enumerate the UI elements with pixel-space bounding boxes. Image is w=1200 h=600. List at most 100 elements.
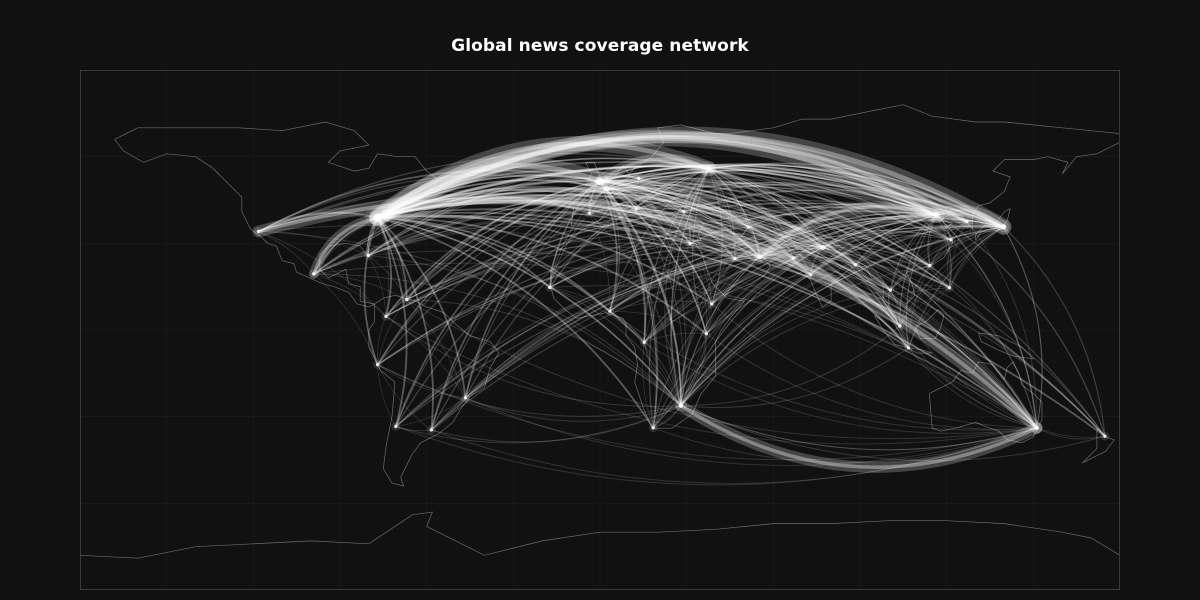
coverage-link: [759, 256, 901, 327]
regional-link: [908, 287, 950, 349]
coverage-link: [606, 188, 691, 244]
regional-link: [810, 274, 891, 291]
coverage-link: [643, 168, 710, 343]
coverage-link: [708, 168, 824, 248]
regional-link: [609, 310, 707, 335]
coverage-link: [708, 168, 856, 266]
regional-link: [890, 289, 909, 348]
regional-link: [385, 316, 466, 399]
regional-link: [822, 246, 931, 266]
coverage-link: [822, 246, 950, 289]
regional-link: [690, 241, 794, 259]
coverage-link: [598, 180, 618, 312]
coverage-link: [258, 174, 607, 233]
regional-link: [810, 261, 930, 276]
map-canvas[interactable]: [80, 70, 1120, 590]
regional-link: [549, 188, 608, 288]
coverage-link: [680, 257, 794, 406]
coverage-link: [377, 199, 891, 291]
coverage-link: [258, 197, 761, 258]
regional-link: [855, 214, 937, 265]
regional-link: [855, 221, 967, 265]
city-node: [373, 213, 382, 222]
coverage-link: [599, 180, 682, 406]
coverage-link: [465, 256, 760, 399]
coverage-link: [1036, 427, 1106, 440]
regional-link: [793, 257, 901, 327]
coverage-link: [606, 170, 937, 216]
coverage-link: [748, 225, 824, 248]
coverage-link: [708, 163, 968, 222]
coverage-link: [759, 212, 937, 258]
coverage-link: [377, 214, 713, 305]
coastline: [114, 121, 439, 308]
regional-link: [855, 264, 891, 291]
coverage-link: [609, 310, 682, 406]
coastline: [928, 361, 1043, 444]
coverage-link: [822, 246, 901, 327]
coverage-link: [599, 180, 685, 213]
coverage-link: [1003, 226, 1106, 437]
coverage-link: [589, 212, 1038, 429]
regional-link: [313, 255, 369, 275]
regional-link: [899, 226, 1004, 327]
coverage-link: [606, 188, 1038, 429]
coverage-link: [395, 426, 1037, 486]
regional-link: [708, 168, 749, 228]
regional-link: [890, 265, 931, 291]
coverage-link: [889, 289, 1037, 429]
coastline: [724, 141, 1120, 328]
coverage-link: [759, 212, 937, 258]
regional-link: [549, 208, 637, 288]
regional-link: [822, 214, 937, 248]
coverage-link: [588, 212, 682, 406]
regional-link: [683, 211, 713, 305]
regional-link: [689, 168, 709, 244]
coverage-link: [708, 168, 891, 291]
regional-link: [759, 254, 856, 266]
coverage-link: [638, 165, 709, 179]
coverage-link: [810, 247, 824, 275]
coverage-link: [609, 220, 1004, 312]
coverage-link: [599, 180, 856, 266]
coverage-link: [589, 182, 937, 216]
coverage-link: [376, 180, 600, 366]
coverage-link: [683, 168, 710, 212]
coverage-link: [377, 187, 749, 228]
coverage-link: [599, 163, 709, 182]
map-frame-border: [80, 70, 1120, 590]
regional-link: [377, 364, 397, 427]
coverage-link: [313, 185, 1004, 275]
world-map[interactable]: [80, 70, 1120, 590]
city-node: [933, 211, 940, 218]
regional-link: [609, 242, 691, 312]
regional-link: [589, 206, 684, 214]
coverage-link: [258, 224, 1038, 429]
coverage-link: [708, 168, 761, 258]
regional-link: [644, 332, 707, 343]
coverage-link: [759, 251, 856, 266]
city-node: [604, 186, 610, 192]
regional-link: [890, 239, 952, 291]
regional-link: [636, 207, 749, 228]
regional-link: [929, 226, 1004, 266]
coverage-link: [822, 246, 910, 349]
coverage-link: [406, 299, 1037, 440]
regional-link: [711, 226, 749, 305]
regional-link: [822, 247, 901, 327]
coverage-link: [638, 165, 937, 216]
coverage-link: [606, 188, 682, 406]
coverage-link: [377, 217, 682, 407]
regional-link: [810, 247, 824, 275]
city-node: [375, 363, 380, 367]
regional-link: [855, 264, 950, 289]
coverage-link: [377, 364, 682, 417]
coverage-link: [258, 230, 682, 407]
coverage-link: [376, 217, 434, 431]
coverage-link: [599, 180, 1038, 429]
coverage-link: [377, 201, 812, 276]
regional-link: [890, 285, 950, 291]
coverage-link: [377, 179, 607, 219]
regional-link: [890, 221, 968, 291]
regional-link: [406, 299, 466, 399]
